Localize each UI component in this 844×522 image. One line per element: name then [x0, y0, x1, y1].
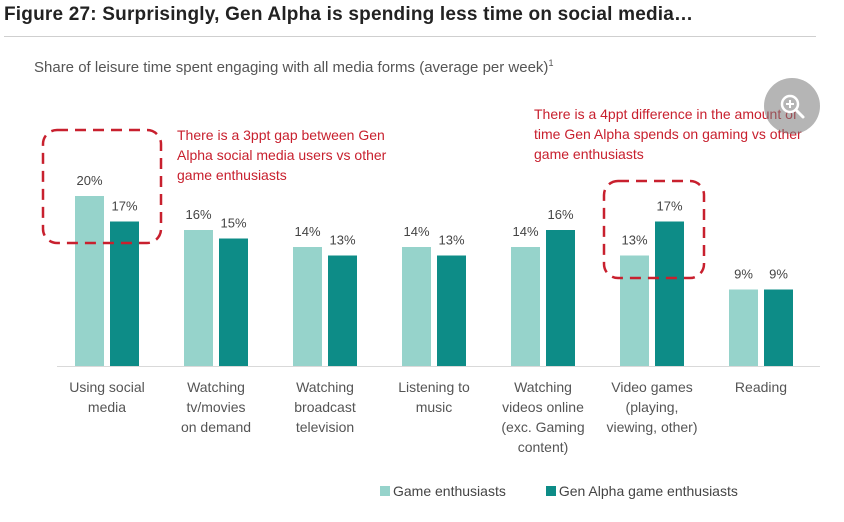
zoom-in-icon [780, 94, 805, 119]
legend-swatch-game-enthusiasts [380, 486, 390, 496]
bar [655, 221, 684, 366]
bar [293, 247, 322, 366]
zoom-button[interactable] [764, 78, 820, 134]
category-label: Video games (playing, viewing, other) [606, 379, 697, 435]
title-divider [4, 36, 816, 37]
data-label: 16% [185, 207, 211, 222]
highlight-box [41, 128, 163, 245]
bar [620, 255, 649, 366]
data-label: 14% [403, 224, 429, 239]
bar [110, 221, 139, 366]
data-label: 13% [438, 233, 464, 248]
subtitle-text: Share of leisure time spent engaging wit… [34, 59, 549, 76]
category-label: Watching broadcast television [294, 379, 356, 435]
data-label: 20% [76, 173, 102, 188]
highlight-box [602, 179, 706, 280]
data-label: 14% [512, 224, 538, 239]
bar [546, 230, 575, 366]
bar [511, 247, 540, 366]
legend-item-gen-alpha: Gen Alpha game enthusiasts [545, 483, 738, 499]
footnote-mark: 1 [548, 58, 554, 68]
legend-label-gen-alpha: Gen Alpha game enthusiasts [558, 483, 738, 499]
bar [328, 255, 357, 366]
category-label: Watching videos online (exc. Gaming content… [501, 379, 584, 455]
bar [437, 255, 466, 366]
data-label: 9% [769, 267, 788, 282]
legend-label-game-enthusiasts: Game enthusiasts [393, 483, 506, 499]
chart-title: Figure 27: Surprisingly, Gen Alpha is sp… [4, 4, 694, 25]
bar [184, 230, 213, 366]
legend-item-game-enthusiasts: Game enthusiasts [380, 483, 506, 499]
data-label: 17% [111, 199, 137, 214]
data-label: 16% [547, 207, 573, 222]
category-label: Watching tv/movies on demand [181, 379, 251, 435]
annotation-text: There is a 4ppt difference in the amount… [534, 106, 802, 162]
data-label: 17% [656, 199, 682, 214]
bar [764, 289, 793, 366]
bar [219, 238, 248, 366]
chart-subtitle: Share of leisure time spent engaging wit… [34, 58, 553, 76]
legend-swatch-gen-alpha [545, 486, 556, 496]
bar [402, 247, 431, 366]
category-label: Using social media [69, 379, 144, 415]
legend: Game enthusiasts Gen Alpha game enthusia… [380, 483, 738, 499]
annotation-text: There is a 3ppt gap between Gen Alpha soc… [177, 127, 387, 183]
bar [75, 196, 104, 366]
bar [729, 289, 758, 366]
data-label: 15% [220, 216, 246, 231]
data-label: 13% [329, 233, 355, 248]
data-label: 13% [621, 233, 647, 248]
category-label: Listening to music [398, 379, 470, 415]
data-label: 9% [734, 267, 753, 282]
data-label: 14% [294, 224, 320, 239]
category-label: Reading [735, 379, 787, 395]
